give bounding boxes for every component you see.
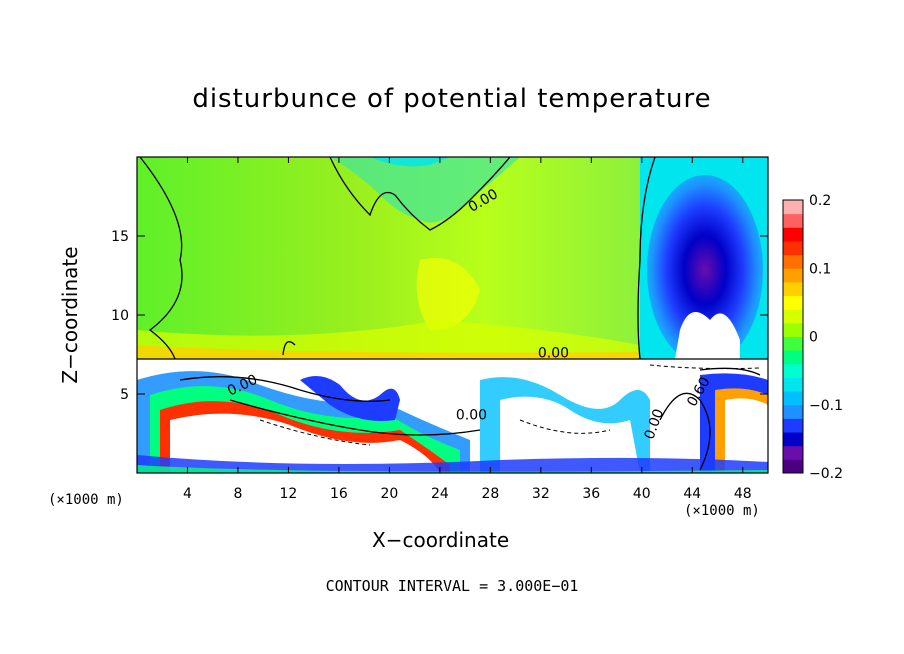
colorbar-swatch xyxy=(783,363,803,378)
x-tick-label: 12 xyxy=(280,486,298,502)
x-unit-left: (×1000 m) xyxy=(48,492,124,508)
contour-interval-note: CONTOUR INTERVAL = 3.000E−01 xyxy=(325,577,579,595)
colorbar-label: 0.2 xyxy=(809,193,831,209)
x-tick-label: 48 xyxy=(734,486,752,502)
colorbar-swatch xyxy=(783,445,803,460)
colorbar-swatch xyxy=(783,309,803,324)
contour-lines xyxy=(137,157,768,471)
colorbar-swatch xyxy=(783,432,803,447)
colorbar-swatch xyxy=(783,377,803,392)
colorbar-label: 0 xyxy=(809,330,818,346)
colorbar-swatch xyxy=(783,227,803,242)
x-tick-label: 20 xyxy=(380,486,398,502)
field-plot xyxy=(137,157,768,473)
x-tick-label: 4 xyxy=(183,486,192,502)
y-tick-label: 15 xyxy=(111,229,129,245)
colorbar-frame xyxy=(782,199,804,474)
x-axis-label: X−coordinate xyxy=(372,528,510,552)
x-tick-label: 40 xyxy=(633,486,651,502)
y-tick-label: 10 xyxy=(111,308,129,324)
contour-label: 0.00 xyxy=(456,407,487,423)
x-tick-label: 24 xyxy=(431,486,449,502)
colorbar-swatch xyxy=(783,200,803,215)
colorbar-swatch xyxy=(783,418,803,433)
y-axis-label: Z−coordinate xyxy=(58,246,82,384)
colorbar-swatch xyxy=(783,391,803,406)
x-tick-label: 16 xyxy=(330,486,348,502)
colorbar-swatch xyxy=(783,322,803,337)
chart-title: disturbunce of potential temperature xyxy=(192,84,712,114)
colorbar-label: 0.1 xyxy=(809,261,831,277)
contour-label: 0.00 xyxy=(538,346,569,362)
colorbar-swatch xyxy=(783,213,803,228)
colorbar-swatch xyxy=(783,268,803,283)
colorbar-swatch xyxy=(783,240,803,256)
colorbar-swatch xyxy=(783,459,803,474)
x-tick-label: 28 xyxy=(481,486,499,502)
colorbar-label: −0.2 xyxy=(809,466,843,482)
x-unit-right: (×1000 m) xyxy=(684,503,760,519)
x-tick-label: 8 xyxy=(233,486,242,502)
colorbar-swatch xyxy=(783,404,803,419)
colorbar-swatch xyxy=(783,295,803,310)
y-tick-label: 5 xyxy=(120,387,129,403)
x-tick-label: 36 xyxy=(582,486,600,502)
colorbar-swatch xyxy=(783,281,803,297)
colorbar-swatch xyxy=(783,254,803,269)
colorbar-swatch xyxy=(783,350,803,365)
x-tick-label: 44 xyxy=(683,486,701,502)
colorbar-swatch xyxy=(783,336,803,351)
colorbar-label: −0.1 xyxy=(809,398,843,414)
x-tick-label: 32 xyxy=(532,486,550,502)
